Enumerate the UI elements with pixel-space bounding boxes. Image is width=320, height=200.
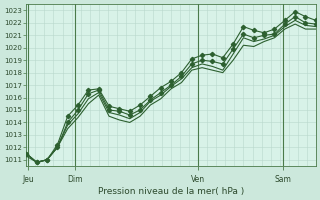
- X-axis label: Pression niveau de la mer( hPa ): Pression niveau de la mer( hPa ): [98, 187, 244, 196]
